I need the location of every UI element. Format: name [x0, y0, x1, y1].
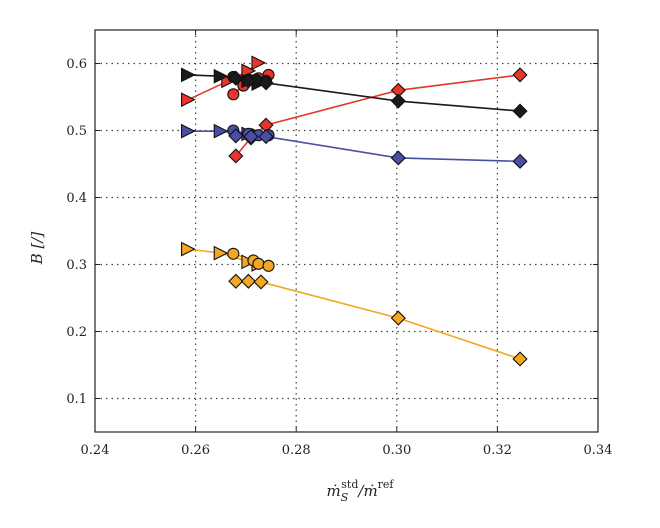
series-line [235, 135, 521, 163]
data-point-diamond [390, 310, 406, 326]
svg-text:ṁSstd/ṁref: ṁSstd/ṁref [326, 478, 394, 504]
plot-area [181, 55, 528, 367]
series-markers-diamond [228, 67, 528, 164]
y-tick-label: 0.4 [66, 191, 87, 206]
data-point-diamond [253, 274, 269, 290]
x-axis-label-slash: /ṁ [356, 482, 377, 500]
data-point-triangle [213, 245, 229, 261]
data-point-diamond [390, 93, 406, 109]
data-point-diamond [228, 70, 244, 86]
series-markers-diamond [228, 128, 528, 169]
series-diamond [235, 135, 521, 163]
data-point-diamond [228, 148, 244, 164]
series-markers-diamond [228, 273, 528, 367]
data-point-triangle [181, 67, 196, 83]
x-axis-label-sup: std [341, 478, 358, 491]
y-tick-label: 0.2 [66, 325, 87, 340]
y-tick-label: 0.6 [66, 57, 87, 72]
data-point-triangle [251, 55, 267, 71]
y-tick-label: 0.5 [66, 124, 87, 139]
data-point-circle [227, 88, 240, 101]
data-point-triangle [181, 123, 196, 139]
data-point-triangle [213, 123, 229, 139]
data-point-triangle [181, 92, 196, 108]
plot-frame [94, 29, 599, 433]
x-tick-label: 0.28 [282, 443, 311, 458]
x-tick-label: 0.34 [584, 443, 613, 458]
data-point-diamond [258, 75, 274, 91]
x-axis-label-sub: S [341, 491, 349, 504]
data-point-diamond [512, 103, 528, 119]
data-point-diamond [243, 128, 259, 145]
x-tick-label: 0.32 [483, 443, 512, 458]
data-point-circle [252, 257, 265, 270]
data-point-diamond [228, 128, 244, 144]
data-point-diamond [240, 273, 256, 289]
x-axis-label: ṁSstd/ṁref [326, 478, 394, 504]
data-point-circle [227, 247, 240, 260]
x-tick-label: 0.24 [81, 443, 110, 458]
data-point-diamond [258, 128, 274, 145]
data-point-diamond [512, 67, 528, 83]
y-tick-label: 0.1 [66, 392, 87, 407]
x-axis-label-sup2: ref [378, 478, 395, 491]
data-point-diamond [390, 150, 406, 166]
series-line [235, 74, 521, 157]
data-point-diamond [512, 351, 528, 367]
data-point-circle [262, 259, 275, 272]
data-point-triangle [213, 68, 229, 84]
series-markers-diamond [228, 70, 528, 119]
y-axis-label: B [/] [28, 232, 46, 266]
series-diamond [235, 280, 521, 360]
x-tick-label: 0.26 [181, 443, 210, 458]
data-point-diamond [512, 153, 528, 169]
series-line [235, 280, 521, 360]
axes: 0.24 0.26 0.28 0.30 0.32 0.34 0.1 0.2 0.3 0.4 0.5 0… [66, 30, 612, 458]
series-markers-circle [227, 247, 275, 272]
grid-lines [95, 30, 598, 432]
series-line [235, 77, 521, 112]
data-point-diamond [228, 273, 244, 289]
data-point-diamond [240, 73, 256, 89]
data-point-triangle [181, 241, 196, 257]
series-diamond [235, 74, 521, 157]
x-tick-label: 0.30 [382, 443, 411, 458]
x-axis-label-mdot: ṁ [326, 482, 340, 500]
series-diamond [235, 77, 521, 112]
y-tick-label: 0.3 [66, 258, 87, 273]
